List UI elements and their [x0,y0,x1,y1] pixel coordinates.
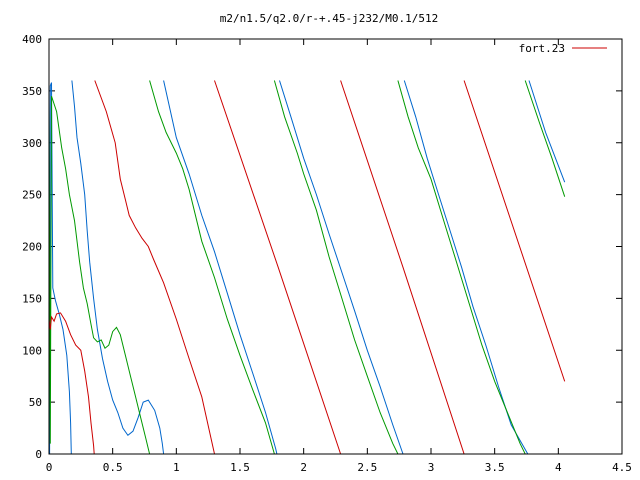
chart-title: m2/n1.5/q2.0/r-+.45-j232/M0.1/512 [220,12,439,25]
legend-label-fort-23: fort.23 [519,42,565,55]
x-tick-label: 3.5 [485,461,505,474]
x-tick-label: 4.5 [612,461,632,474]
x-tick-label: 0 [46,461,53,474]
y-tick-label: 350 [22,85,42,98]
x-tick-label: 3 [428,461,435,474]
x-tick-label: 4 [555,461,562,474]
y-tick-label: 250 [22,189,42,202]
legend: fort.23 [519,42,607,55]
series-layer [49,80,566,454]
y-tick-label: 50 [29,396,42,409]
x-tick-label: 2.5 [357,461,377,474]
series-line-1 [49,80,566,454]
x-tick-label: 2 [300,461,307,474]
y-tick-label: 150 [22,292,42,305]
tick-labels: 0 0.5 1 1.5 2 2.5 3 3.5 4 4.5 0 50 100 150 200 250 300 35… [22,33,632,474]
y-tick-label: 200 [22,241,42,254]
series-line-3 [49,80,566,454]
series-line-2 [49,80,566,454]
y-tick-label: 300 [22,137,42,150]
y-tick-label: 400 [22,33,42,46]
plot-frame [48,38,623,455]
x-tick-label: 0.5 [103,461,123,474]
x-tick-label: 1.5 [230,461,250,474]
y-tick-label: 100 [22,344,42,357]
y-tick-label: 0 [35,448,42,461]
x-tick-label: 1 [173,461,180,474]
